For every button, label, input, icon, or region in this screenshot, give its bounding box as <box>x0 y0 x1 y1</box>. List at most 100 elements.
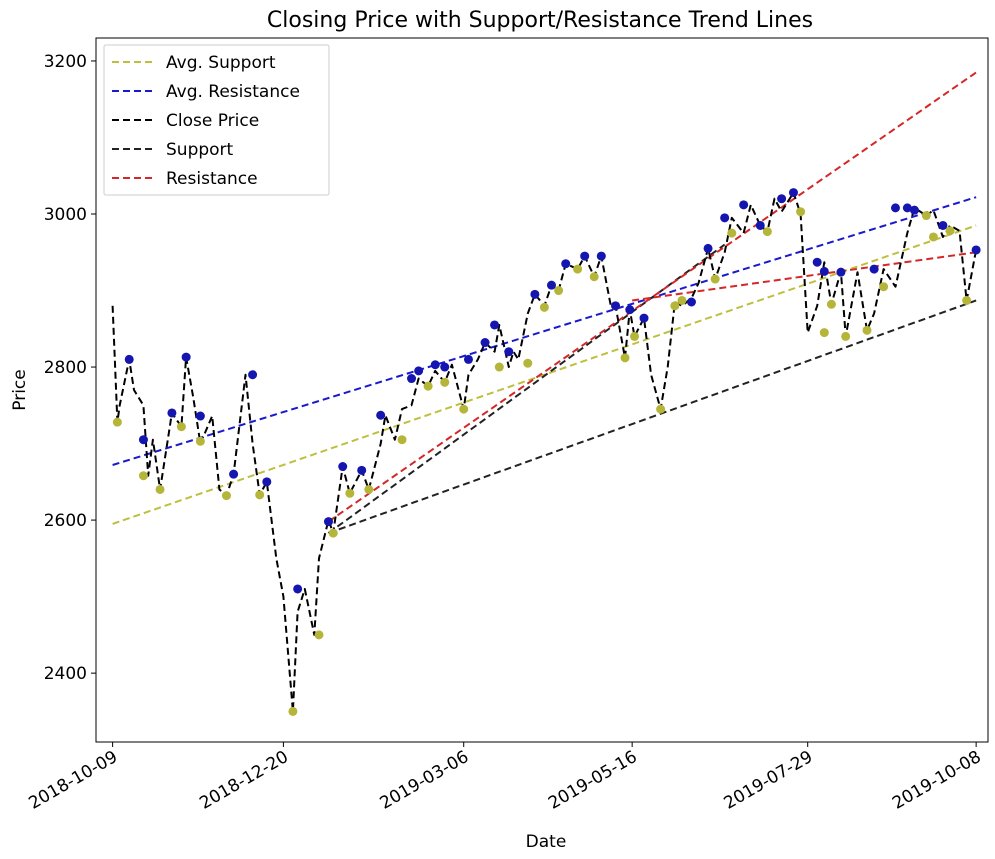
resistance-point-19 <box>490 320 500 330</box>
legend: Avg. Support Avg. Resistance Close Price… <box>103 44 330 196</box>
resistance-point-36 <box>812 257 822 267</box>
x-tick-label-1: 2018-12-20 <box>196 747 292 814</box>
x-axis-label: Date <box>526 832 567 852</box>
support-point-19 <box>554 286 564 296</box>
support-point-39 <box>945 226 955 236</box>
close-price-line <box>111 191 978 713</box>
legend-box <box>103 44 330 196</box>
resistance-point-9 <box>323 517 333 527</box>
resistance-point-8 <box>293 584 303 594</box>
support-point-29 <box>727 228 737 238</box>
plot-frame <box>95 37 989 743</box>
resistance-point-2 <box>167 408 177 418</box>
support-point-15 <box>459 404 469 414</box>
support-point-5 <box>221 491 231 501</box>
x-tick-label-3: 2019-05-16 <box>545 747 641 814</box>
resistance-point-0 <box>124 354 134 364</box>
resistance-point-10 <box>338 462 348 472</box>
resistance-point-6 <box>248 370 258 380</box>
support-point-20 <box>573 264 583 274</box>
resistance-point-23 <box>561 259 571 269</box>
resistance-point-11 <box>357 465 367 475</box>
x-tick-label-2: 2019-03-06 <box>377 747 473 814</box>
support-point-9 <box>328 528 338 538</box>
y-tick-label-1: 2600 <box>44 511 87 531</box>
resistance-point-7 <box>262 477 272 487</box>
support-point-33 <box>826 299 836 309</box>
resistance-point-33 <box>755 220 765 230</box>
resistance-point-3 <box>181 352 191 362</box>
support-point-25 <box>656 404 666 414</box>
y-tick-label-4: 3200 <box>44 52 87 72</box>
support-point-12 <box>397 435 407 445</box>
support-point-14 <box>440 377 450 387</box>
resistance-point-1 <box>138 435 148 445</box>
resistance-point-35 <box>788 188 798 198</box>
support-point-2 <box>155 484 165 494</box>
trend-line-resistance-5 <box>632 251 977 302</box>
resistance-point-18 <box>480 338 490 348</box>
resistance-point-40 <box>890 203 900 213</box>
resistance-point-27 <box>625 305 635 315</box>
y-tick-label-2: 2800 <box>44 358 87 378</box>
legend-label-close-price: Close Price <box>166 111 259 131</box>
resistance-point-34 <box>777 194 787 204</box>
support-point-6 <box>255 490 265 500</box>
resistance-point-43 <box>938 220 948 230</box>
support-point-18 <box>539 302 549 312</box>
support-point-16 <box>494 362 504 372</box>
support-point-23 <box>620 353 630 363</box>
legend-label-avg-resistance: Avg. Resistance <box>166 82 300 102</box>
support-point-31 <box>796 207 806 217</box>
support-point-30 <box>762 227 772 237</box>
support-point-8 <box>314 630 324 640</box>
x-tick-label-0: 2018-10-09 <box>26 747 122 814</box>
support-point-32 <box>819 328 829 338</box>
resistance-point-44 <box>971 245 981 255</box>
support-point-21 <box>589 272 599 282</box>
resistance-point-31 <box>720 213 730 223</box>
resistance-point-14 <box>414 366 424 376</box>
support-point-7 <box>288 706 298 716</box>
legend-label-support: Support <box>166 140 234 160</box>
support-point-28 <box>710 274 720 284</box>
resistance-point-37 <box>819 266 829 276</box>
y-axis-label: Price <box>10 369 30 410</box>
support-point-0 <box>112 417 122 427</box>
legend-label-resistance: Resistance <box>166 169 258 189</box>
support-point-36 <box>879 282 889 292</box>
resistance-point-30 <box>703 243 713 253</box>
resistance-point-26 <box>611 301 621 311</box>
resistance-point-29 <box>686 297 696 307</box>
resistance-point-22 <box>546 280 556 290</box>
support-point-3 <box>176 422 186 432</box>
x-tick-label-4: 2019-07-29 <box>721 747 817 814</box>
support-point-40 <box>962 295 972 305</box>
resistance-point-24 <box>580 251 590 261</box>
resistance-point-32 <box>739 200 749 210</box>
resistance-point-12 <box>376 410 386 420</box>
support-point-38 <box>928 232 938 242</box>
resistance-point-25 <box>596 251 606 261</box>
support-point-37 <box>921 211 931 221</box>
chart-title: Closing Price with Support/Resistance Tr… <box>267 8 813 33</box>
trend-line-support-2 <box>328 299 977 535</box>
y-tick-label-3: 3000 <box>44 205 87 225</box>
resistance-point-39 <box>869 264 879 274</box>
resistance-point-42 <box>909 205 919 215</box>
resistance-point-5 <box>229 469 239 479</box>
resistance-point-28 <box>639 313 649 323</box>
support-point-35 <box>862 325 872 335</box>
legend-label-avg-support: Avg. Support <box>166 53 276 73</box>
support-point-11 <box>364 484 374 494</box>
resistance-point-38 <box>836 267 846 277</box>
resistance-point-15 <box>430 360 440 370</box>
resistance-point-21 <box>530 289 540 299</box>
support-point-10 <box>345 488 355 498</box>
x-tick-label-5: 2019-10-08 <box>889 747 985 814</box>
resistance-point-16 <box>440 362 450 372</box>
resistance-point-4 <box>195 411 205 421</box>
support-point-17 <box>523 358 533 368</box>
support-point-24 <box>630 331 640 341</box>
